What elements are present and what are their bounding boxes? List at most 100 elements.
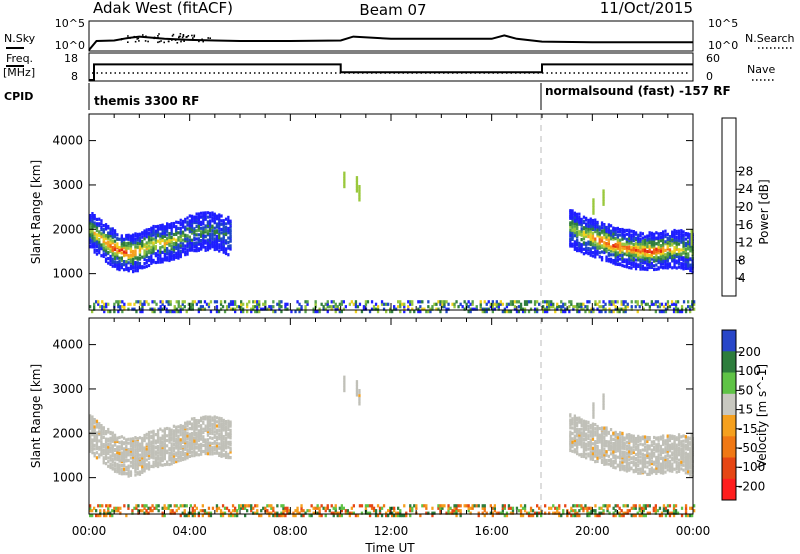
clutter-pixel bbox=[123, 504, 126, 508]
echo-pixel bbox=[655, 242, 658, 246]
echo-pixel bbox=[662, 462, 665, 466]
echo-pixel bbox=[600, 431, 604, 435]
echo-pixel bbox=[598, 438, 601, 442]
echo-pixel bbox=[190, 443, 194, 447]
echo-pixel bbox=[684, 243, 687, 247]
echo-pixel bbox=[355, 385, 359, 389]
echo-pixel bbox=[664, 466, 667, 470]
echo-pixel bbox=[689, 257, 692, 261]
clutter-pixel bbox=[473, 504, 476, 508]
echo-pixel bbox=[111, 439, 114, 443]
clutter-pixel bbox=[389, 506, 392, 510]
clutter-pixel bbox=[529, 307, 533, 311]
clutter-pixel bbox=[159, 300, 162, 304]
clutter-pixel bbox=[411, 307, 414, 311]
echo-pixel bbox=[662, 251, 665, 255]
echo-pixel bbox=[687, 461, 690, 465]
clutter-pixel bbox=[203, 300, 207, 304]
echo-pixel bbox=[93, 243, 96, 247]
echo-pixel bbox=[227, 454, 230, 458]
clutter-pixel bbox=[505, 310, 509, 314]
echo-pixel bbox=[580, 440, 583, 444]
clutter-pixel bbox=[485, 302, 488, 306]
echo-pixel bbox=[650, 242, 653, 246]
clutter-pixel bbox=[397, 511, 400, 515]
clutter-pixel bbox=[376, 305, 380, 309]
echo-pixel bbox=[107, 257, 110, 261]
echo-pixel bbox=[213, 244, 216, 248]
echo-pixel bbox=[132, 465, 135, 469]
echo-pixel bbox=[141, 443, 144, 447]
echo-pixel bbox=[616, 233, 619, 237]
echo-pixel bbox=[181, 222, 185, 226]
freq-label-1: Freq. bbox=[6, 52, 33, 65]
echo-pixel bbox=[159, 253, 162, 257]
clutter-pixel bbox=[149, 506, 152, 510]
freq-axis-top: 18 bbox=[64, 52, 78, 65]
echo-pixel bbox=[152, 460, 155, 464]
echo-pixel bbox=[134, 261, 137, 265]
clutter-pixel bbox=[368, 511, 372, 515]
clutter-pixel bbox=[662, 310, 666, 314]
echo-pixel bbox=[93, 443, 96, 447]
clutter-pixel bbox=[215, 300, 219, 304]
echo-pixel bbox=[643, 457, 647, 461]
echo-pixel bbox=[222, 447, 225, 451]
nsearch-dot bbox=[157, 36, 159, 39]
echo-pixel bbox=[154, 462, 157, 467]
echo-pixel bbox=[123, 449, 126, 453]
echo-pixel bbox=[224, 241, 228, 245]
echo-pixel bbox=[181, 242, 185, 246]
clutter-pixel bbox=[622, 307, 625, 311]
clutter-pixel bbox=[592, 307, 595, 311]
clutter-pixel bbox=[477, 511, 480, 515]
clutter-pixel bbox=[272, 509, 275, 513]
echo-pixel bbox=[585, 442, 588, 446]
echo-pixel bbox=[129, 264, 133, 268]
echo-pixel bbox=[138, 253, 142, 257]
echo-pixel bbox=[675, 242, 678, 246]
clutter-pixel bbox=[181, 307, 184, 311]
echo-pixel bbox=[215, 420, 219, 424]
clutter-pixel bbox=[429, 310, 432, 314]
echo-pixel bbox=[227, 244, 230, 248]
clutter-pixel bbox=[238, 506, 241, 510]
echo-pixel bbox=[136, 460, 139, 464]
echo-pixel bbox=[215, 217, 219, 221]
echo-pixel bbox=[609, 444, 613, 449]
echo-pixel bbox=[95, 451, 99, 455]
clutter-pixel bbox=[491, 511, 494, 515]
clutter-pixel bbox=[117, 302, 120, 306]
y-tick-label: 3000 bbox=[52, 178, 83, 192]
clutter-pixel bbox=[515, 300, 519, 304]
echo-pixel bbox=[612, 463, 615, 467]
echo-pixel bbox=[671, 446, 674, 450]
echo-pixel bbox=[213, 418, 216, 422]
clutter-pixel bbox=[586, 305, 589, 309]
clutter-pixel bbox=[652, 302, 655, 306]
echo-pixel bbox=[118, 237, 121, 241]
clutter-pixel bbox=[622, 511, 625, 515]
clutter-pixel bbox=[614, 300, 617, 304]
clutter-pixel bbox=[598, 506, 601, 510]
echo-pixel bbox=[680, 444, 683, 448]
clutter-pixel bbox=[133, 506, 136, 510]
echo-pixel bbox=[619, 245, 622, 249]
echo-pixel bbox=[684, 265, 687, 269]
clutter-pixel bbox=[389, 509, 392, 513]
clutter-pixel bbox=[624, 310, 627, 314]
echo-pixel bbox=[664, 253, 667, 257]
clutter-pixel bbox=[264, 302, 267, 306]
clutter-pixel bbox=[274, 514, 277, 518]
echo-pixel bbox=[138, 462, 142, 466]
echo-pixel bbox=[607, 235, 610, 239]
echo-pixel bbox=[639, 237, 642, 242]
echo-pixel bbox=[580, 250, 583, 254]
echo-pixel bbox=[632, 250, 635, 254]
clutter-pixel bbox=[558, 504, 561, 508]
echo-pixel bbox=[100, 243, 103, 247]
clutter-pixel bbox=[525, 300, 529, 304]
echo-pixel bbox=[662, 256, 665, 260]
echo-pixel bbox=[200, 442, 203, 447]
echo-pixel bbox=[109, 436, 112, 440]
